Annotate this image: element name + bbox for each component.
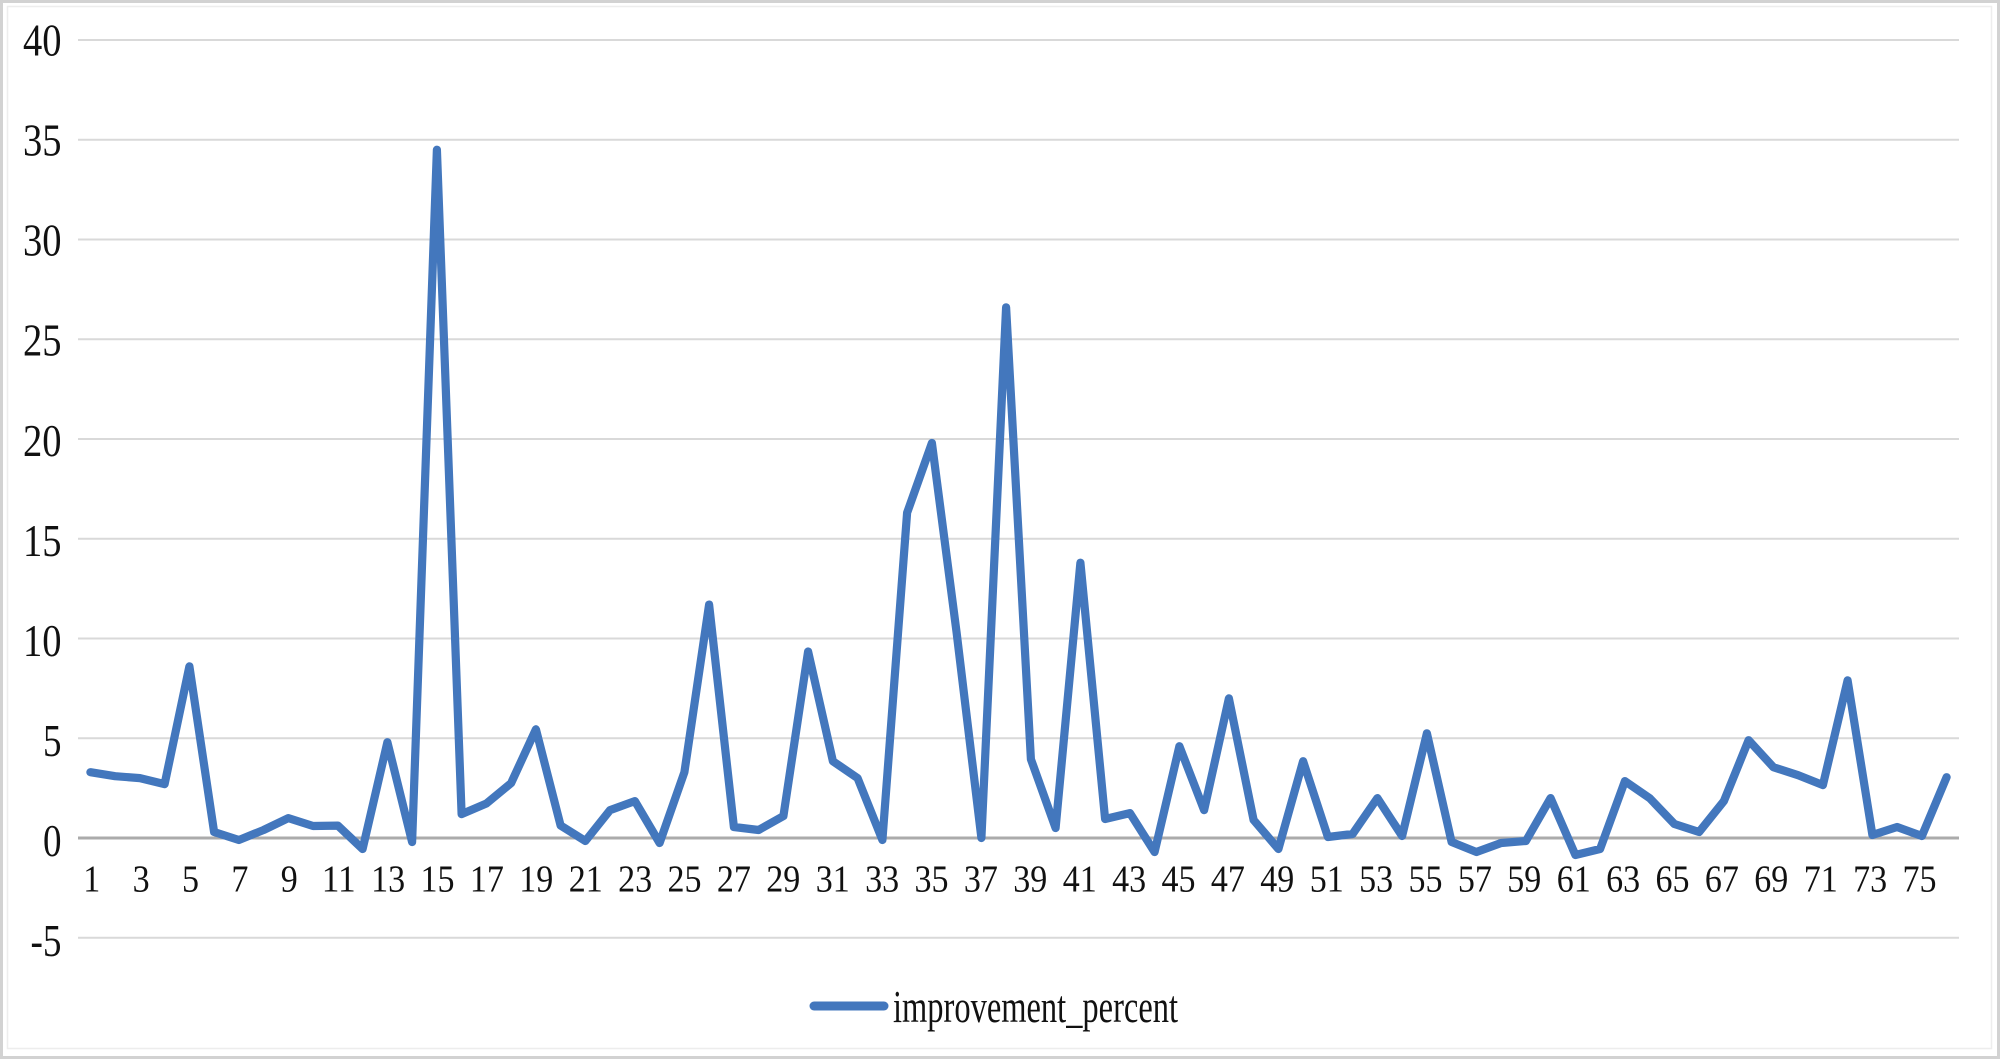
svg-text:29: 29 <box>766 859 800 901</box>
svg-text:33: 33 <box>865 859 899 901</box>
svg-text:13: 13 <box>371 859 405 901</box>
svg-text:39: 39 <box>1013 859 1047 901</box>
svg-text:27: 27 <box>717 859 751 901</box>
svg-text:75: 75 <box>1903 859 1937 901</box>
svg-text:17: 17 <box>470 859 504 901</box>
svg-text:5: 5 <box>43 715 62 766</box>
svg-text:1: 1 <box>83 859 100 901</box>
svg-text:23: 23 <box>618 859 652 901</box>
svg-text:3: 3 <box>133 859 150 901</box>
svg-text:43: 43 <box>1112 859 1146 901</box>
svg-text:30: 30 <box>23 215 62 266</box>
svg-text:0: 0 <box>43 815 62 866</box>
svg-text:63: 63 <box>1606 859 1640 901</box>
svg-text:57: 57 <box>1458 859 1492 901</box>
svg-text:15: 15 <box>23 515 62 566</box>
svg-text:40: 40 <box>23 14 62 65</box>
svg-text:55: 55 <box>1409 859 1443 901</box>
svg-text:41: 41 <box>1063 859 1097 901</box>
svg-text:7: 7 <box>231 859 248 901</box>
svg-text:61: 61 <box>1557 859 1591 901</box>
svg-text:-5: -5 <box>31 915 62 966</box>
svg-text:25: 25 <box>668 859 702 901</box>
svg-text:49: 49 <box>1260 859 1294 901</box>
svg-text:73: 73 <box>1853 859 1887 901</box>
svg-text:11: 11 <box>322 859 356 901</box>
svg-text:71: 71 <box>1804 859 1838 901</box>
svg-text:19: 19 <box>519 859 553 901</box>
svg-text:67: 67 <box>1705 859 1739 901</box>
svg-text:improvement_percent: improvement_percent <box>893 981 1178 1032</box>
svg-text:31: 31 <box>816 859 850 901</box>
svg-text:10: 10 <box>23 615 62 666</box>
svg-text:69: 69 <box>1754 859 1788 901</box>
svg-text:65: 65 <box>1656 859 1690 901</box>
svg-text:15: 15 <box>421 859 455 901</box>
svg-text:51: 51 <box>1310 859 1344 901</box>
svg-text:37: 37 <box>964 859 998 901</box>
svg-text:53: 53 <box>1359 859 1393 901</box>
svg-text:5: 5 <box>182 859 199 901</box>
svg-text:35: 35 <box>23 115 62 166</box>
svg-text:35: 35 <box>915 859 949 901</box>
svg-text:9: 9 <box>281 859 298 901</box>
svg-text:47: 47 <box>1211 859 1245 901</box>
svg-text:20: 20 <box>23 415 62 466</box>
svg-text:59: 59 <box>1507 859 1541 901</box>
svg-text:45: 45 <box>1162 859 1196 901</box>
svg-text:21: 21 <box>569 859 603 901</box>
svg-text:25: 25 <box>23 315 62 366</box>
